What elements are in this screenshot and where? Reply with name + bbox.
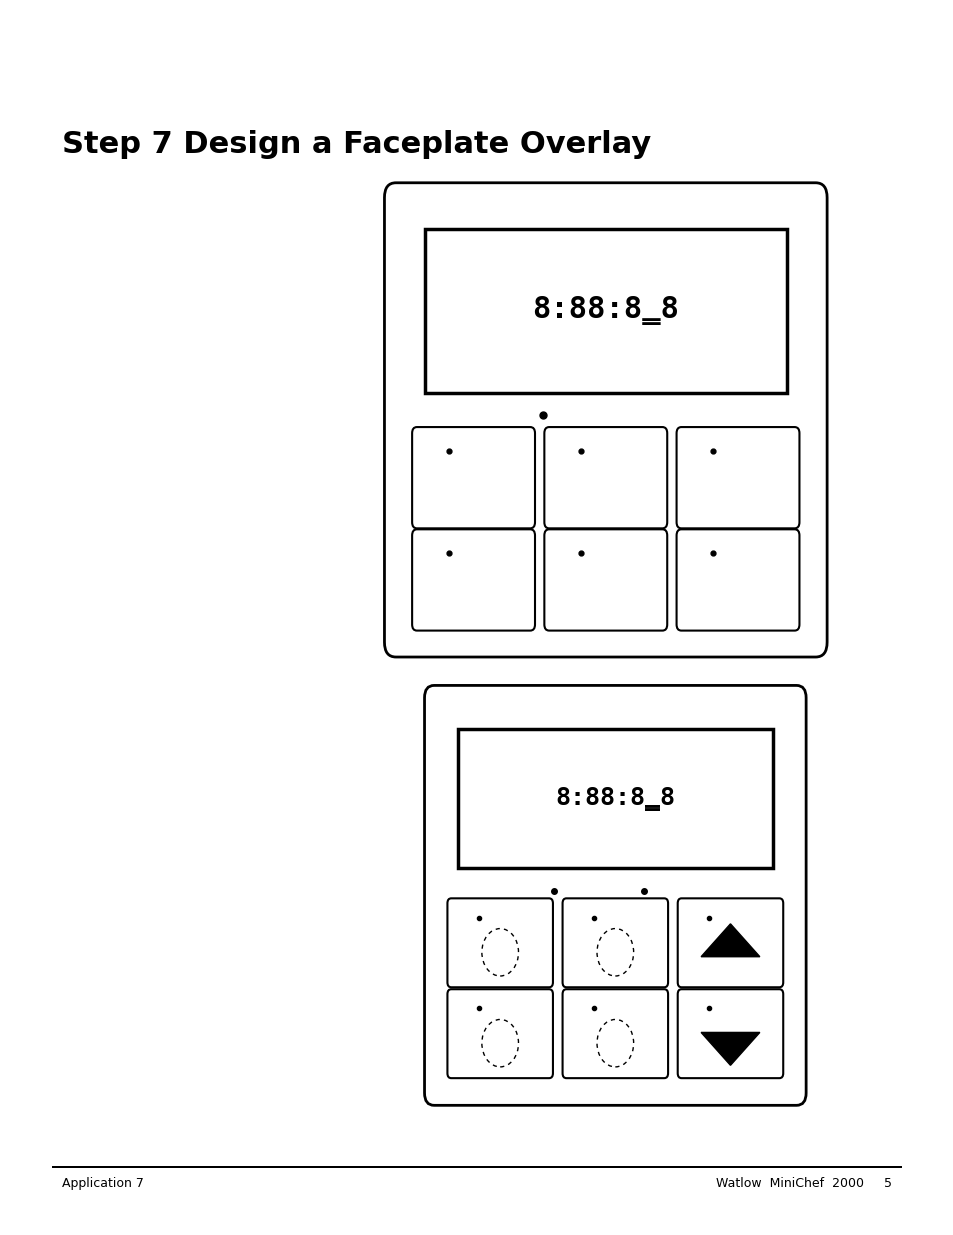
FancyBboxPatch shape — [457, 730, 772, 868]
FancyBboxPatch shape — [424, 685, 805, 1105]
FancyBboxPatch shape — [544, 530, 666, 631]
Text: 8:88:8‗8: 8:88:8‗8 — [532, 296, 679, 326]
FancyBboxPatch shape — [52, 1166, 901, 1168]
Text: Step 7 Design a Faceplate Overlay: Step 7 Design a Faceplate Overlay — [62, 130, 651, 158]
FancyBboxPatch shape — [412, 530, 535, 631]
Circle shape — [597, 1019, 633, 1067]
FancyBboxPatch shape — [447, 989, 553, 1078]
FancyBboxPatch shape — [412, 427, 535, 529]
FancyBboxPatch shape — [676, 427, 799, 529]
FancyBboxPatch shape — [447, 898, 553, 987]
FancyBboxPatch shape — [384, 183, 826, 657]
FancyBboxPatch shape — [676, 530, 799, 631]
Circle shape — [481, 1019, 518, 1067]
Polygon shape — [700, 924, 759, 957]
FancyBboxPatch shape — [424, 228, 786, 393]
FancyBboxPatch shape — [562, 989, 667, 1078]
FancyBboxPatch shape — [544, 427, 666, 529]
Text: 8:88:8‗8: 8:88:8‗8 — [555, 787, 675, 810]
FancyBboxPatch shape — [677, 898, 782, 987]
FancyBboxPatch shape — [677, 989, 782, 1078]
Polygon shape — [700, 1032, 759, 1066]
Circle shape — [481, 929, 518, 976]
Text: Application 7: Application 7 — [62, 1177, 144, 1191]
FancyBboxPatch shape — [562, 898, 667, 987]
Circle shape — [597, 929, 633, 976]
Text: Watlow  MiniChef  2000     5: Watlow MiniChef 2000 5 — [716, 1177, 891, 1191]
